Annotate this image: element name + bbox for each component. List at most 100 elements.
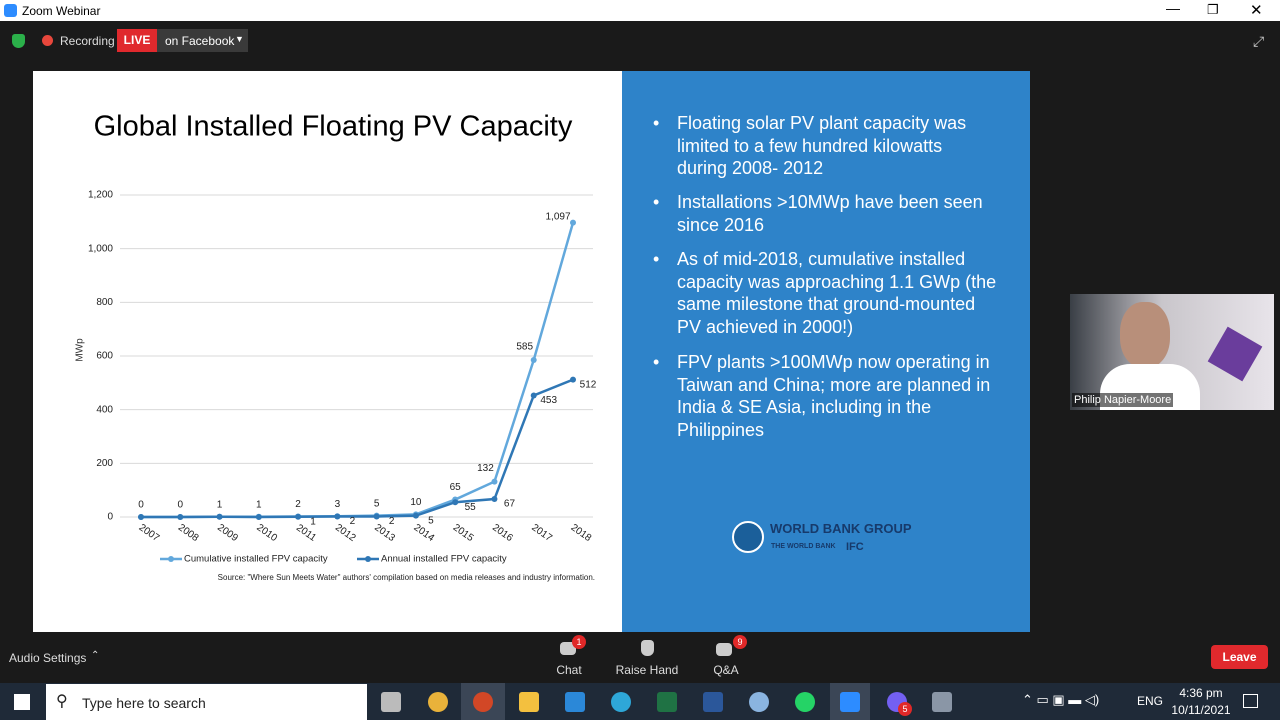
chrome-icon[interactable] — [428, 692, 448, 712]
x-tick-label: 2018 — [569, 522, 594, 544]
y-tick-label: 400 — [96, 404, 113, 415]
x-tick-label: 2016 — [490, 522, 515, 544]
edge-icon[interactable] — [611, 692, 631, 712]
data-label: 512 — [580, 379, 597, 390]
data-label: 1 — [256, 499, 262, 510]
clock-time[interactable]: 4:36 pm — [1179, 686, 1223, 700]
leave-button[interactable]: Leave — [1211, 645, 1268, 669]
data-point — [530, 357, 537, 364]
task-view[interactable] — [381, 692, 401, 712]
data-point — [491, 496, 498, 503]
qa-button[interactable]: 9 Q&A — [706, 635, 747, 680]
y-tick-label: 600 — [96, 351, 113, 362]
data-point — [255, 514, 262, 520]
y-axis-label: MWp — [75, 338, 86, 362]
search-box[interactable]: ⚲ Type here to search — [46, 684, 367, 720]
data-point — [412, 512, 419, 519]
bullet: FPV plants >100MWp now operating in Taiw… — [653, 351, 997, 441]
data-label: 5 — [428, 515, 434, 526]
chat-badge: 1 — [572, 635, 586, 649]
data-point — [177, 514, 184, 520]
data-label: 3 — [335, 499, 341, 510]
legend-label: Cumulative installed FPV capacity — [184, 554, 328, 565]
logo-name: WORLD BANK GROUP — [770, 521, 912, 536]
powerpoint-icon[interactable] — [473, 692, 493, 712]
data-label: 1,097 — [545, 211, 570, 222]
y-tick-label: 1,200 — [88, 190, 113, 201]
data-label: 2 — [389, 516, 395, 527]
audio-settings[interactable]: Audio Settings — [9, 651, 87, 665]
data-label: 132 — [477, 463, 494, 474]
tray-icons[interactable]: ⌃ ▭ ▣ ▬ ◁) — [1022, 692, 1100, 707]
explorer-icon[interactable] — [519, 692, 539, 712]
legend-marker — [365, 556, 371, 562]
app-icon — [4, 4, 17, 17]
chart-source: Source: "Where Sun Meets Water" authors'… — [218, 573, 595, 582]
stream-label: on Facebook — [165, 34, 235, 48]
data-label: 67 — [504, 499, 516, 510]
series-line — [141, 222, 575, 519]
chart-title: Global Installed Floating PV Capacity — [94, 111, 573, 143]
video-tile[interactable]: Philip Napier-Moore — [1070, 294, 1274, 410]
series-line — [141, 378, 574, 519]
data-point — [334, 513, 341, 520]
legend-marker — [168, 556, 174, 562]
stream-menu[interactable]: on Facebook ▼ — [157, 29, 248, 52]
dropdown-arrow: ▼ — [235, 34, 244, 44]
raise-hand-button[interactable]: Raise Hand — [612, 638, 682, 680]
data-label: 1 — [310, 516, 316, 527]
clock-date[interactable]: 10/11/2021 — [1171, 703, 1231, 717]
data-point — [373, 513, 380, 520]
chat-button[interactable]: 1 Chat — [550, 635, 590, 680]
excel-icon[interactable] — [657, 692, 677, 712]
x-tick-label: 2009 — [215, 522, 240, 544]
bullet: Floating solar PV plant capacity was lim… — [653, 112, 997, 180]
qa-badge: 9 — [733, 635, 747, 649]
x-tick-label: 2015 — [451, 522, 476, 544]
raise-hand-label: Raise Hand — [615, 663, 679, 677]
language[interactable]: ENG — [1137, 694, 1164, 708]
audio-caret[interactable]: ⌃ — [91, 650, 100, 661]
data-point — [138, 514, 144, 520]
close[interactable]: ✕ — [1250, 2, 1263, 19]
bullet: As of mid-2018, cumulative installed cap… — [653, 248, 997, 338]
start-button[interactable] — [14, 694, 30, 710]
slide-text-panel: Floating solar PV plant capacity was lim… — [622, 71, 1030, 632]
minimize[interactable]: — — [1166, 0, 1180, 16]
data-point — [530, 392, 537, 399]
data-point — [295, 513, 302, 520]
bullet: Installations >10MWp have been seen sinc… — [653, 191, 997, 236]
mail-icon[interactable] — [565, 692, 585, 712]
search-placeholder: Type here to search — [82, 695, 206, 711]
x-tick-label: 2010 — [254, 522, 279, 544]
zoom-icon[interactable] — [840, 692, 860, 712]
live-badge: LIVE — [117, 29, 157, 52]
data-label: 585 — [516, 342, 533, 353]
whatsapp-icon[interactable] — [795, 692, 815, 712]
data-point — [452, 499, 459, 506]
x-tick-label: 2008 — [176, 522, 201, 544]
fullscreen[interactable]: ⤢ — [1253, 33, 1265, 49]
camera-icon[interactable] — [932, 692, 952, 712]
logo-sub: IFC — [846, 541, 864, 553]
participant-face — [1120, 302, 1170, 368]
search-icon: ⚲ — [56, 693, 68, 710]
notifications[interactable] — [1243, 694, 1258, 708]
restore[interactable]: ❐ — [1207, 2, 1219, 17]
qa-label: Q&A — [713, 663, 739, 677]
viber-badge: 5 — [898, 702, 912, 716]
record-dot — [42, 35, 53, 46]
security-shield[interactable] — [12, 34, 25, 48]
logo-sub: THE WORLD BANK — [771, 543, 836, 550]
chat-label: Chat — [556, 663, 582, 677]
data-label: 1 — [217, 499, 223, 510]
x-tick-label: 2007 — [137, 522, 162, 544]
data-label: 0 — [138, 500, 144, 511]
data-label: 65 — [450, 482, 462, 493]
taskbar: ⚲ Type here to search 5 ⌃ ▭ ▣ ▬ ◁) ENG 4… — [0, 683, 1280, 720]
participant-name: Philip Napier-Moore — [1072, 393, 1174, 407]
word-icon[interactable] — [703, 692, 723, 712]
paint-icon[interactable] — [749, 692, 769, 712]
data-point — [570, 376, 576, 383]
